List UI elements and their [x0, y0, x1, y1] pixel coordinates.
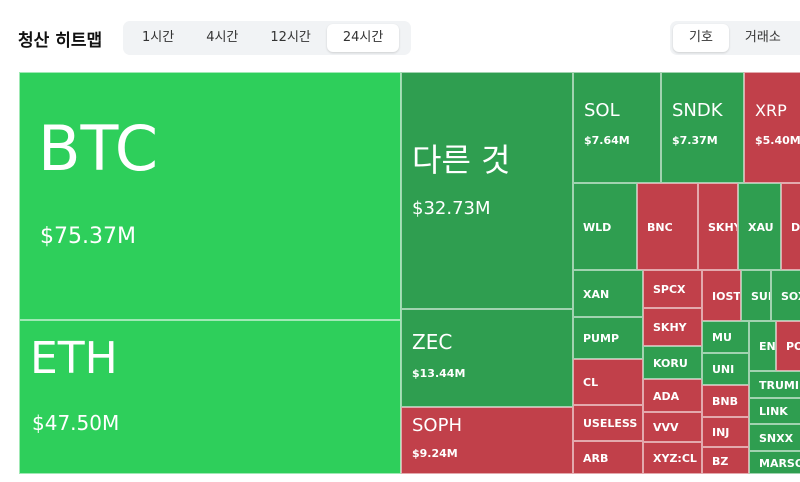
tile[interactable]: SOL $7.64M — [573, 72, 661, 183]
tile-label: ADA — [653, 389, 680, 403]
tile-label: TRUMI — [759, 378, 799, 392]
tile-label: LINK — [759, 405, 788, 418]
tile-value: $47.50M — [32, 411, 120, 435]
tile-label: SOX — [781, 289, 800, 303]
tile-label: INJ — [712, 426, 730, 439]
tile[interactable]: SKHY — [643, 308, 702, 346]
tile[interactable]: XYZ:CL — [643, 442, 702, 474]
tile-label: SOL — [584, 100, 620, 121]
tile-label: XAN — [583, 287, 610, 301]
tile-label: 다른 것 — [412, 141, 511, 179]
tab-active[interactable]: 24시간 — [326, 24, 400, 52]
tile[interactable]: SPCX — [643, 270, 702, 308]
tile-label: ETH — [30, 333, 118, 384]
tile-label: CL — [583, 376, 599, 389]
tile-value: $13.44M — [412, 366, 466, 380]
tile-label: D — [791, 220, 800, 234]
tile[interactable]: PO — [776, 321, 800, 371]
time-tabs: 1시간 4시간 12시간 24시간 — [123, 21, 411, 55]
tab[interactable]: 4시간 — [206, 30, 239, 45]
tile[interactable]: XAN — [573, 270, 643, 317]
tile[interactable]: SOX — [771, 270, 800, 321]
tile-label: MARSO — [759, 456, 800, 470]
tile[interactable]: BTC $75.37M — [19, 72, 401, 320]
tile-label: SNXX — [759, 431, 794, 445]
tile-label: UNI — [712, 363, 735, 376]
tile[interactable]: XRP $5.40M — [744, 72, 800, 183]
tile-label: SKHYI — [708, 220, 737, 234]
page-title: 청산 히트맵 — [18, 31, 103, 51]
tile-label: EN — [759, 340, 776, 353]
tile-label: KORU — [653, 356, 688, 370]
toggle-active[interactable]: 기호 — [673, 24, 729, 52]
tile-label: ARB — [583, 451, 609, 465]
tile[interactable]: KORU — [643, 346, 702, 379]
tile-label: SOPH — [412, 415, 462, 436]
tile-label: BZ — [712, 454, 729, 468]
tile[interactable]: IOST — [702, 270, 741, 321]
tile[interactable]: SUI — [741, 270, 771, 321]
tile[interactable]: SNXX — [749, 424, 800, 451]
tile[interactable]: SOPH $9.24M — [401, 407, 573, 474]
tile-label: SNDK — [672, 100, 723, 121]
tile[interactable]: EN — [749, 321, 776, 371]
tile-value: $7.64M — [584, 133, 630, 147]
tile[interactable]: SNDK $7.37M — [661, 72, 744, 183]
tab[interactable]: 12시간 — [270, 30, 311, 45]
tile[interactable]: BZ — [702, 447, 749, 474]
tile-label: IOST — [712, 289, 741, 303]
tile[interactable]: VVV — [643, 412, 702, 442]
tile-label: MU — [712, 331, 732, 344]
tile-label: WLD — [583, 220, 612, 234]
tile[interactable]: INJ — [702, 417, 749, 447]
toggle[interactable]: 거래소 — [744, 30, 781, 45]
tile-value: $5.40M — [755, 133, 800, 147]
tile-label: BNB — [712, 395, 738, 408]
tile[interactable]: ZEC $13.44M — [401, 309, 573, 407]
tile[interactable]: 다른 것 $32.73M — [401, 72, 573, 309]
tile[interactable]: ARB — [573, 441, 643, 474]
tile[interactable]: MU — [702, 321, 749, 353]
tile-label: ZEC — [412, 330, 453, 354]
tile[interactable]: WLD — [573, 183, 637, 270]
tile[interactable]: PUMP — [573, 317, 643, 359]
tile-label: XYZ:CL — [653, 452, 697, 465]
tile[interactable]: BNB — [702, 385, 749, 417]
tile[interactable]: BNC — [637, 183, 698, 270]
tile-label: USELESS — [583, 417, 638, 430]
tile-label: SPCX — [653, 283, 686, 296]
tile-value: $32.73M — [412, 198, 491, 219]
tile[interactable]: LINK — [749, 398, 800, 424]
tile-value: $7.37M — [672, 133, 718, 147]
tile[interactable]: UNI — [702, 353, 749, 385]
tile[interactable]: MARSO — [749, 451, 800, 474]
tile-label: VVV — [653, 421, 679, 434]
tile[interactable]: USELESS — [573, 405, 643, 441]
tile-label: BTC — [38, 112, 159, 185]
tile-value: $75.37M — [40, 224, 136, 249]
tile[interactable]: ETH $47.50M — [19, 320, 401, 474]
tile[interactable]: CL — [573, 359, 643, 405]
tile[interactable]: SKHYI — [698, 183, 738, 270]
treemap: BTC $75.37M ETH $47.50M 다른 것 $32.73M ZEC $13.44… — [19, 72, 800, 474]
tile-value: $9.24M — [412, 446, 458, 460]
tile-label: PUMP — [583, 332, 620, 345]
tile[interactable]: D — [781, 183, 800, 270]
tile[interactable]: ADA — [643, 379, 702, 412]
group-toggle: 기호 거래소 — [670, 21, 800, 55]
tile-label: XAU — [748, 220, 774, 234]
tile-label: PO — [786, 340, 800, 353]
tab[interactable]: 1시간 — [142, 30, 175, 45]
tile[interactable]: XAU — [738, 183, 781, 270]
tile[interactable]: TRUMI — [749, 371, 800, 398]
tile-label: SUI — [751, 289, 771, 303]
tile-label: SKHY — [653, 321, 687, 334]
tile-label: XRP — [755, 101, 787, 120]
tile-label: BNC — [647, 220, 673, 234]
